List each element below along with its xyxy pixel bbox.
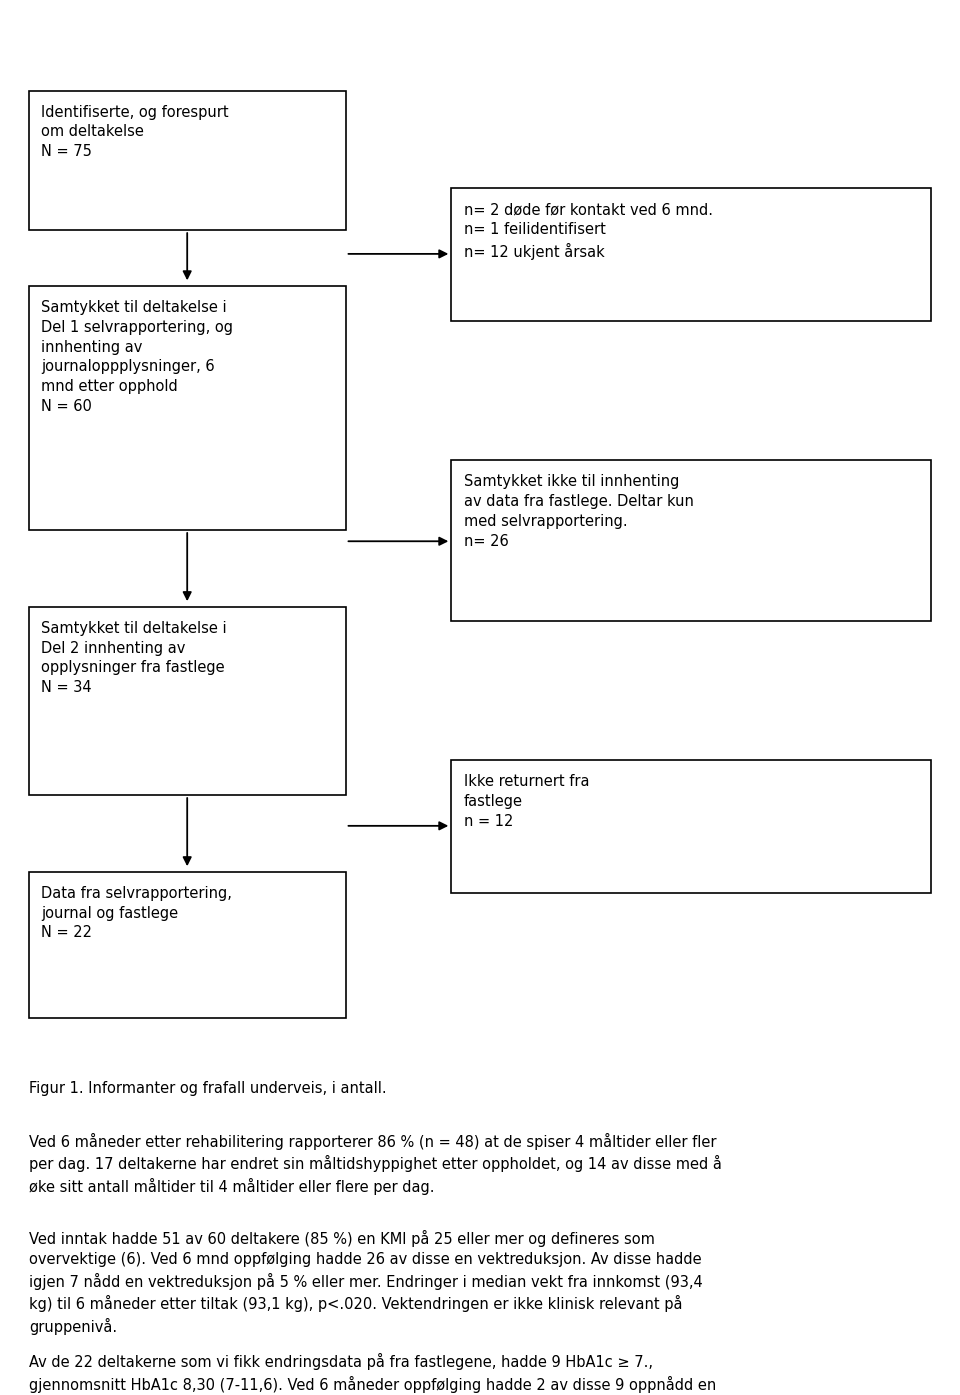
FancyBboxPatch shape xyxy=(29,91,346,230)
FancyBboxPatch shape xyxy=(29,607,346,795)
FancyBboxPatch shape xyxy=(451,188,931,321)
FancyBboxPatch shape xyxy=(451,460,931,621)
Text: Ved inntak hadde 51 av 60 deltakere (85 %) en KMI på 25 eller mer og defineres s: Ved inntak hadde 51 av 60 deltakere (85 … xyxy=(29,1230,703,1335)
Text: Ved 6 måneder etter rehabilitering rapporterer 86 % (n = 48) at de spiser 4 målt: Ved 6 måneder etter rehabilitering rappo… xyxy=(29,1133,722,1196)
FancyBboxPatch shape xyxy=(29,872,346,1018)
Text: Samtykket ikke til innhenting
av data fra fastlege. Deltar kun
med selvrapporter: Samtykket ikke til innhenting av data fr… xyxy=(464,474,693,548)
FancyBboxPatch shape xyxy=(29,286,346,530)
Text: Identifiserte, og forespurt
om deltakelse
N = 75: Identifiserte, og forespurt om deltakels… xyxy=(41,105,228,159)
Text: Samtykket til deltakelse i
Del 2 innhenting av
opplysninger fra fastlege
N = 34: Samtykket til deltakelse i Del 2 innhent… xyxy=(41,621,227,695)
FancyBboxPatch shape xyxy=(451,760,931,893)
Text: Figur 1. Informanter og frafall underveis, i antall.: Figur 1. Informanter og frafall undervei… xyxy=(29,1081,387,1096)
Text: Data fra selvrapportering,
journal og fastlege
N = 22: Data fra selvrapportering, journal og fa… xyxy=(41,886,232,940)
Text: Av de 22 deltakerne som vi fikk endringsdata på fra fastlegene, hadde 9 HbA1c ≥ : Av de 22 deltakerne som vi fikk endrings… xyxy=(29,1353,716,1395)
Text: Samtykket til deltakelse i
Del 1 selvrapportering, og
innhenting av
journalopppl: Samtykket til deltakelse i Del 1 selvrap… xyxy=(41,300,233,414)
Text: n= 2 døde før kontakt ved 6 mnd.
n= 1 feilidentifisert
n= 12 ukjent årsak: n= 2 døde før kontakt ved 6 mnd. n= 1 fe… xyxy=(464,202,712,259)
Text: Ikke returnert fra
fastlege
n = 12: Ikke returnert fra fastlege n = 12 xyxy=(464,774,589,829)
